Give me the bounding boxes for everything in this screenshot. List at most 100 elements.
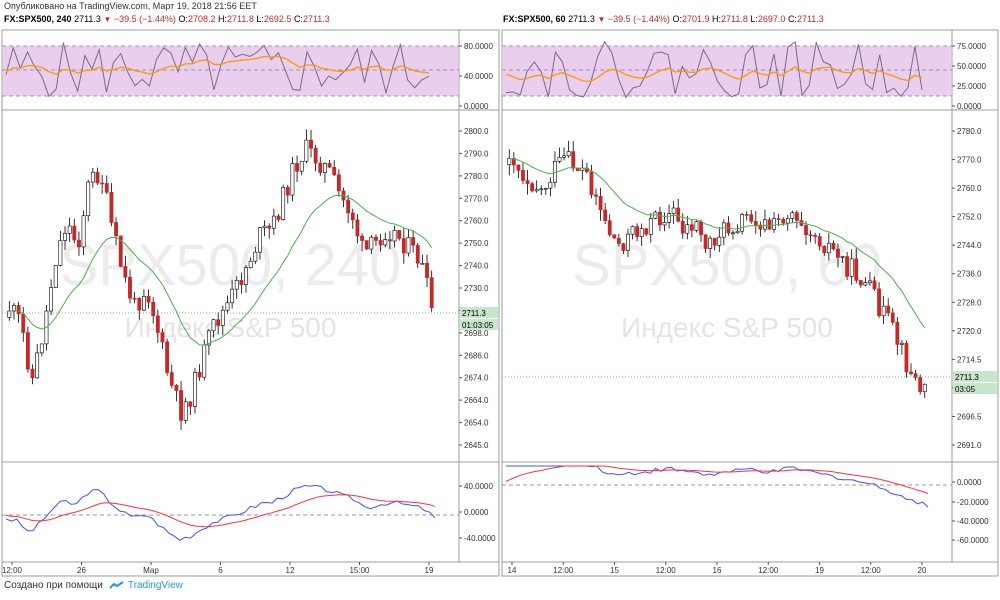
candle-up bbox=[731, 232, 735, 235]
candle-up bbox=[566, 151, 571, 157]
candle-down bbox=[104, 183, 109, 193]
candle-down bbox=[77, 239, 81, 248]
candle-up bbox=[253, 251, 258, 262]
moving-average-line bbox=[9, 194, 433, 346]
price-axis-label: 2800.0 bbox=[464, 127, 489, 136]
candle-up bbox=[420, 262, 425, 265]
candle-up bbox=[258, 227, 262, 253]
candle-down bbox=[336, 174, 341, 192]
candle-down bbox=[197, 372, 202, 378]
price-axis-label: 2645.0 bbox=[464, 441, 489, 450]
candle-down bbox=[689, 224, 694, 231]
time-axis-label: 6 bbox=[218, 566, 223, 575]
candle-down bbox=[109, 191, 114, 223]
candle-down bbox=[831, 242, 836, 250]
panel-frame bbox=[501, 29, 999, 577]
candle-up bbox=[290, 163, 295, 196]
time-tag-bg bbox=[460, 319, 498, 330]
candle-up bbox=[299, 160, 304, 172]
candle-up bbox=[543, 187, 548, 190]
candle-down bbox=[918, 377, 923, 392]
watermark-name: Индекс S&P 500 bbox=[621, 312, 833, 343]
symbol-label[interactable]: FX:SPX500, 240 bbox=[4, 14, 72, 24]
candle-up bbox=[785, 218, 790, 224]
candle-up bbox=[392, 230, 397, 242]
candle-down bbox=[118, 235, 123, 267]
price-axis-label: 2760.0 bbox=[957, 184, 982, 193]
candle-down bbox=[151, 301, 156, 317]
candle-up bbox=[507, 158, 512, 165]
candle-down bbox=[516, 164, 521, 171]
open-value: 2701.9 bbox=[681, 14, 710, 24]
candle-up bbox=[211, 319, 216, 332]
candle-up bbox=[694, 221, 699, 231]
stochastic-d-line bbox=[5, 55, 430, 76]
candle-up bbox=[49, 287, 54, 312]
left-chart-header: FX:SPX500, 240 2711.3 ▼ −39.5 (−1.44%) O… bbox=[4, 14, 330, 24]
candle-down bbox=[346, 199, 351, 214]
candle-up bbox=[35, 352, 40, 379]
candle-up bbox=[248, 260, 253, 268]
candle-down bbox=[616, 237, 621, 244]
time-axis-label: 19 bbox=[815, 566, 824, 575]
candle-down bbox=[744, 214, 749, 216]
candle-down bbox=[165, 341, 170, 373]
price-axis-label: 2664.0 bbox=[464, 396, 489, 405]
open-value: 2708.2 bbox=[187, 14, 216, 24]
candle-down bbox=[429, 277, 434, 309]
symbol-label[interactable]: FX:SPX500, 60 bbox=[503, 14, 566, 24]
candle-down bbox=[594, 194, 598, 197]
candle-down bbox=[179, 390, 183, 421]
candle-up bbox=[244, 267, 248, 285]
candle-up bbox=[922, 383, 927, 392]
candle-up bbox=[849, 258, 854, 277]
stochastic-axis-label: 50.0000 bbox=[957, 62, 986, 71]
time-tag: 01:03:05 bbox=[462, 321, 494, 330]
price-axis-label: 2674.0 bbox=[464, 374, 489, 383]
candle-down bbox=[309, 139, 313, 149]
macd-axis-label: -20.0000 bbox=[957, 498, 989, 507]
candle-up bbox=[406, 237, 411, 254]
candle-down bbox=[804, 225, 808, 236]
time-tag-bg bbox=[953, 383, 997, 394]
last-price: 2711.3 bbox=[74, 14, 101, 24]
candle-down bbox=[895, 322, 900, 345]
candle-up bbox=[202, 344, 207, 378]
candle-down bbox=[909, 371, 913, 374]
candle-down bbox=[817, 236, 822, 247]
price-axis-label: 2714.5 bbox=[957, 355, 982, 364]
candle-down bbox=[612, 234, 617, 239]
candle-up bbox=[881, 305, 886, 317]
time-axis-label: 15 bbox=[610, 566, 619, 575]
candle-down bbox=[160, 332, 165, 343]
candle-up bbox=[193, 372, 197, 407]
candle-down bbox=[603, 209, 608, 221]
published-line: Опубликовано на TradingView.com, Март 19… bbox=[4, 1, 257, 11]
created-with-label: Создано при помощи bbox=[4, 580, 103, 591]
down-arrow-icon: ▼ bbox=[597, 15, 606, 24]
candle-up bbox=[12, 305, 16, 312]
price-axis-label: 2780.0 bbox=[957, 127, 982, 136]
candle-down bbox=[132, 297, 137, 300]
candle-down bbox=[644, 228, 649, 235]
candle-up bbox=[772, 218, 776, 230]
watermark-symbol: SPX500, 240 bbox=[60, 233, 402, 298]
price-tag: 2711.3 bbox=[462, 309, 486, 318]
candle-up bbox=[81, 215, 86, 248]
tradingview-link[interactable]: TradingView bbox=[109, 580, 183, 591]
candle-down bbox=[753, 221, 758, 226]
candle-down bbox=[877, 288, 881, 317]
candle-down bbox=[511, 158, 516, 166]
candle-up bbox=[206, 330, 211, 346]
candle-up bbox=[141, 295, 146, 311]
candle-down bbox=[589, 171, 594, 196]
stochastic-axis-label: 75.0000 bbox=[957, 42, 986, 51]
candle-up bbox=[639, 228, 644, 237]
candle-down bbox=[854, 258, 859, 281]
stochastic-axis-label: 80.0000 bbox=[464, 42, 493, 51]
macd-axis-label: 40.0000 bbox=[464, 482, 493, 491]
left-chart-panel[interactable]: 80.0000 40.0000 0.0000 SPX500, 240 Индекс S&… bbox=[1, 29, 500, 577]
candle-down bbox=[239, 280, 244, 285]
